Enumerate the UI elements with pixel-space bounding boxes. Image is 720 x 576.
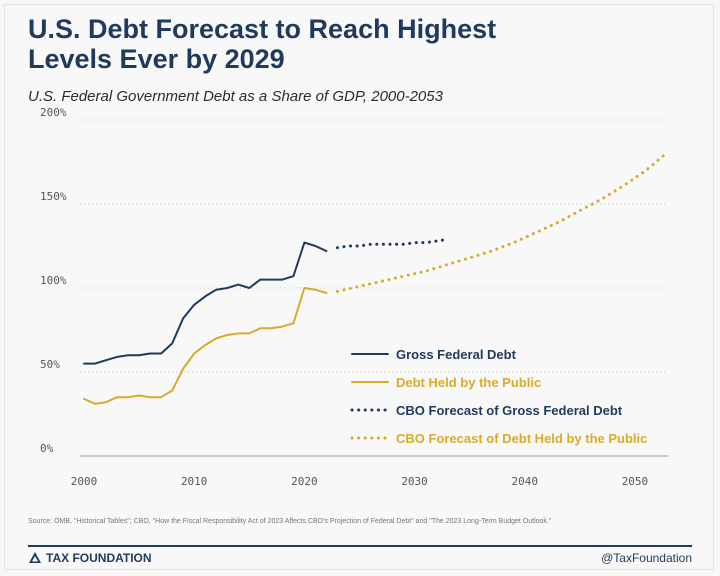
series-line-3 [335,237,450,250]
footer-divider [28,545,692,547]
chart-title-line2: Levels Ever by 2029 [28,44,285,74]
series-line-1 [83,241,328,365]
legend-label: Debt Held by the Public [396,375,541,390]
x-tick-label: 2020 [291,475,318,488]
legend-label: CBO Forecast of Debt Held by the Public [396,431,647,446]
chart-subtitle: U.S. Federal Government Debt as a Share … [28,88,443,105]
x-tick-label: 2040 [512,475,539,488]
y-tick-label: 100% [40,274,67,287]
x-tick-label: 2000 [71,475,98,488]
chart-title: U.S. Debt Forecast to Reach Highest Leve… [28,14,588,74]
y-tick-label: 150% [40,190,67,203]
tax-foundation-logo: TAX FOUNDATION [28,551,152,565]
y-tick-label: 0% [40,442,54,455]
brand-name: TAX FOUNDATION [46,551,152,565]
x-tick-label: 2010 [181,475,208,488]
legend-label: Gross Federal Debt [396,347,517,362]
series-line-2 [83,287,328,405]
series-line-4 [335,150,670,293]
legend-label: CBO Forecast of Gross Federal Debt [396,403,623,418]
x-tick-label: 2030 [401,475,428,488]
y-tick-label: 50% [40,358,60,371]
source-note: Source: OMB, "Historical Tables"; CBO, "… [28,518,552,525]
tax-foundation-logo-icon [29,552,41,563]
twitter-handle: @TaxFoundation [601,551,692,565]
chart-frame [4,4,714,570]
x-tick-label: 2050 [622,475,649,488]
chart-title-line1: U.S. Debt Forecast to Reach Highest [28,14,497,44]
y-tick-label: 200% [40,106,67,119]
